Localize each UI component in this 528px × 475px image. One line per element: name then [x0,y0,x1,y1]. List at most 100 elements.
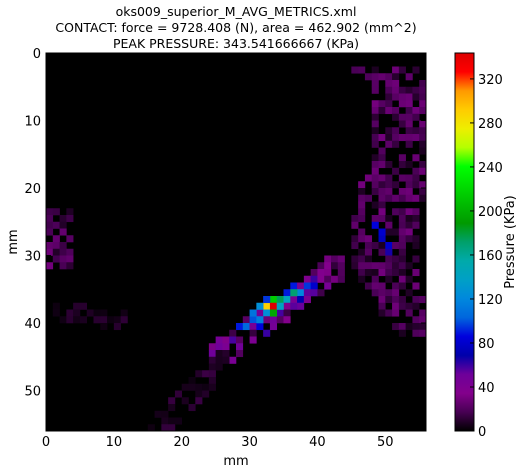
heatmap-cell [371,73,379,81]
heatmap-cell [79,316,88,324]
heatmap-cell [392,228,400,236]
heatmap-cell [405,323,413,331]
heatmap-cell [249,309,257,317]
heatmap-cell [392,80,400,88]
heatmap-cell [120,309,128,317]
heatmap-cell [364,235,373,243]
heatmap-cell [392,302,400,310]
heatmap-cell [283,316,291,324]
heatmap-cell [398,242,406,250]
heatmap-cell [276,309,284,317]
heatmap-cell [168,417,176,425]
heatmap-cell [419,147,427,155]
heatmap-cell [73,302,81,310]
heatmap-cell [392,140,400,148]
heatmap-cell [324,262,332,270]
heatmap-cell [303,275,311,283]
heatmap-cell [378,262,386,270]
heatmap-cell [405,113,413,121]
heatmap-cell [168,424,176,432]
heatmap-cell [398,296,406,304]
heatmap-cell [236,336,244,344]
heatmap-cell [364,255,373,263]
heatmap-cell [378,309,386,317]
heatmap-cell [398,154,406,162]
heatmap-cell [419,329,427,337]
heatmap-cell [174,390,183,398]
chart-title-line-3: PEAK PRESSURE: 343.541666667 (KPa) [112,36,360,51]
heatmap-cell [358,201,366,209]
heatmap-cell [398,86,406,94]
heatmap-cell [378,282,386,290]
heatmap-cell [249,329,257,337]
heatmap-cell [398,262,406,270]
heatmap-cell [385,174,393,182]
heatmap-cell [310,269,318,277]
heatmap-cell [229,336,237,344]
heatmap-cell [59,215,67,223]
heatmap-cell [147,424,155,432]
heatmap-cell [412,127,420,135]
heatmap-cell [215,336,223,344]
heatmap-cell [378,296,386,304]
heatmap-cell [405,161,413,169]
heatmap-cell [392,255,400,263]
heatmap-cell [392,323,400,331]
heatmap-cell [66,262,74,270]
heatmap-cell [236,323,244,331]
heatmap-cell [398,282,406,290]
heatmap-cell [358,181,366,189]
heatmap-cell [419,194,427,202]
x-tick-label: 30 [241,435,258,450]
heatmap-cell [392,134,400,142]
heatmap-cell [351,262,359,270]
heatmap-cell [256,316,264,324]
heatmap-cell [371,181,379,189]
heatmap-cell [242,316,250,324]
heatmap-cell [371,269,379,277]
heatmap-cell [358,194,366,202]
heatmap-cell [398,93,406,101]
heatmap-cell [405,93,413,101]
plot-frame [45,52,427,432]
heatmap-cell [52,302,60,310]
heatmap-cell [398,235,406,243]
heatmap-cell [120,316,128,324]
heatmap-cell [351,255,359,263]
heatmap-cell [405,127,413,135]
heatmap-cell [297,282,305,290]
colorbar-tick-label: 240 [478,161,503,176]
heatmap-cell [236,350,244,358]
heatmap-cell [412,296,420,304]
heatmap-cell [392,269,400,277]
heatmap-cell [385,134,393,142]
heatmap-cell [412,282,420,290]
heatmap-cell [378,242,386,250]
x-tick-label: 50 [377,435,394,450]
heatmap-cell [256,323,264,331]
heatmap-cell [276,296,284,304]
heatmap-cell [337,275,345,283]
heatmap-cell [419,188,427,196]
heatmap-cell [412,208,420,216]
heatmap-cell [256,302,264,310]
heatmap-cell [398,275,406,283]
heatmap-cell [405,215,413,223]
heatmap-cell [276,302,284,310]
heatmap-cell [371,134,379,142]
heatmap-cell [351,215,359,223]
heatmap-cell [358,275,366,283]
heatmap-cell [195,397,203,405]
heatmap-cell [371,201,379,209]
heatmap-cell [392,167,400,175]
heatmap-cell [229,329,237,337]
heatmap-cell [378,147,386,155]
heatmap-cell [310,289,318,297]
heatmap-cell [52,221,60,229]
heatmap-cell [297,302,305,310]
heatmap-cell [412,316,420,324]
heatmap-cell [412,93,420,101]
heatmap-cell [385,80,393,88]
heatmap-cell [392,296,400,304]
